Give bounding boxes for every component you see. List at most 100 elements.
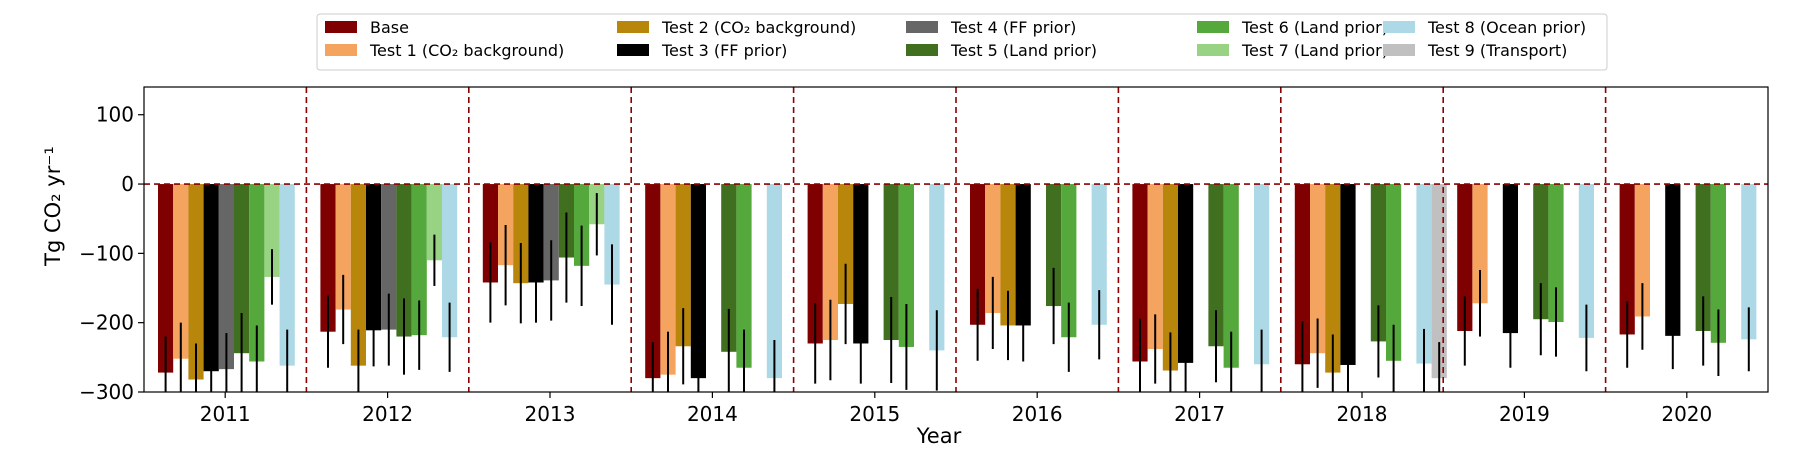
bar-test-7-land-prior-2012 <box>426 184 442 261</box>
legend-swatch <box>1197 21 1229 33</box>
bar-base-2017 <box>1132 184 1148 362</box>
bar-test-2-co-background-2015 <box>838 184 854 304</box>
bar-test-6-land-prior-2015 <box>898 184 914 347</box>
bar-base-2020 <box>1619 184 1635 335</box>
bar-test-3-ff-prior-2013 <box>528 184 544 283</box>
bar-base-2012 <box>320 184 336 332</box>
bar-test-5-land-prior-2017 <box>1208 184 1224 347</box>
y-tick-label-2: −100 <box>79 241 134 265</box>
legend-item-test-7-land-prior: Test 7 (Land prior) <box>1197 41 1388 60</box>
errorbars-base <box>164 242 1629 392</box>
errorbars-test-1-co-background <box>179 224 1644 392</box>
bar-base-2015 <box>807 184 823 344</box>
series-test-1-co-background <box>173 184 1650 375</box>
bar-test-2-co-background-2012 <box>350 184 366 366</box>
bar-test-3-ff-prior-2012 <box>366 184 382 331</box>
bar-test-8-ocean-prior-2012 <box>442 184 458 338</box>
legend-label: Base <box>370 18 409 37</box>
bar-test-1-co-background-2011 <box>173 184 189 359</box>
bar-base-2018 <box>1294 184 1310 365</box>
bar-test-6-land-prior-2018 <box>1386 184 1402 361</box>
series-base <box>158 184 1635 379</box>
bar-test-5-land-prior-2011 <box>234 184 250 354</box>
legend-swatch <box>617 21 649 33</box>
bar-test-7-land-prior-2011 <box>264 184 280 277</box>
bar-base-2013 <box>482 184 498 283</box>
axes-border <box>143 86 1769 393</box>
bar-base-2014 <box>645 184 661 379</box>
legend-label: Test 9 (Transport) <box>1427 41 1567 60</box>
bar-test-3-ff-prior-2019 <box>1502 184 1518 334</box>
axes-frame <box>143 86 1769 393</box>
x-tick-label-2013: 2013 <box>525 402 576 426</box>
legend-item-test-3-ff-prior: Test 3 (FF prior) <box>617 41 787 60</box>
series-test-4-ff-prior <box>218 184 559 370</box>
bar-test-5-land-prior-2014 <box>721 184 737 352</box>
bar-test-5-land-prior-2019 <box>1533 184 1549 320</box>
bar-test-4-ff-prior-2012 <box>381 184 397 330</box>
legend-label: Test 6 (Land prior) <box>1241 18 1388 37</box>
bar-test-6-land-prior-2016 <box>1061 184 1077 338</box>
bar-test-2-co-background-2017 <box>1162 184 1178 371</box>
legend-label: Test 3 (FF prior) <box>661 41 787 60</box>
bar-test-8-ocean-prior-2013 <box>604 184 620 285</box>
legend-swatch <box>325 21 357 33</box>
x-tick-label-2020: 2020 <box>1661 402 1712 426</box>
series-test-3-ff-prior <box>203 184 1681 379</box>
x-tick-label-2012: 2012 <box>362 402 413 426</box>
bar-base-2016 <box>970 184 986 325</box>
bar-test-2-co-background-2011 <box>188 184 204 380</box>
bar-test-1-co-background-2012 <box>335 184 351 310</box>
series-test-2-co-background <box>188 184 1341 380</box>
x-tick-label-2011: 2011 <box>200 402 251 426</box>
legend-swatch <box>1383 21 1415 33</box>
y-axis: −300 −200 −100 0 100 <box>79 103 144 404</box>
legend-item-test-2-co-background: Test 2 (CO₂ background) <box>617 18 856 37</box>
bar-test-6-land-prior-2020 <box>1710 184 1726 343</box>
x-tick-label-2016: 2016 <box>1012 402 1063 426</box>
legend-label: Test 1 (CO₂ background) <box>369 41 564 60</box>
bar-test-3-ff-prior-2020 <box>1665 184 1681 336</box>
y-tick-label-0: −300 <box>79 380 134 404</box>
bar-test-4-ff-prior-2013 <box>543 184 559 281</box>
legend-label: Test 8 (Ocean prior) <box>1427 18 1586 37</box>
series-test-6-land-prior <box>249 184 1726 368</box>
series-test-7-land-prior <box>264 184 605 277</box>
series-test-5-land-prior <box>234 184 1711 354</box>
legend-item-test-8-ocean-prior: Test 8 (Ocean prior) <box>1383 18 1586 37</box>
bar-test-8-ocean-prior-2018 <box>1416 184 1432 364</box>
x-tick-label-2017: 2017 <box>1174 402 1225 426</box>
bar-base-2019 <box>1457 184 1473 331</box>
bar-test-1-co-background-2013 <box>498 184 514 266</box>
legend-label: Test 7 (Land prior) <box>1241 41 1388 60</box>
legend-swatch <box>906 21 938 33</box>
bar-test-1-co-background-2017 <box>1147 184 1163 350</box>
legend-item-test-1-co-background: Test 1 (CO₂ background) <box>325 41 564 60</box>
legend: Base Test 1 (CO₂ background) Test 2 (CO₂ b… <box>316 13 1608 71</box>
bar-test-8-ocean-prior-2020 <box>1741 184 1757 340</box>
bar-test-6-land-prior-2014 <box>736 184 752 368</box>
errorbars-test-6-land-prior <box>255 225 1720 392</box>
y-tick-label-4: 100 <box>96 103 134 127</box>
legend-label: Test 4 (FF prior) <box>950 18 1076 37</box>
legend-swatch <box>1383 44 1415 56</box>
errorbars-test-8-ocean-prior <box>286 244 1750 392</box>
legend-swatch <box>906 44 938 56</box>
bar-test-5-land-prior-2020 <box>1695 184 1711 331</box>
x-tick-label-2015: 2015 <box>849 402 900 426</box>
y-axis-label: Tg CO₂ yr⁻¹ <box>41 146 65 267</box>
bar-test-6-land-prior-2017 <box>1223 184 1239 368</box>
legend-label: Test 5 (Land prior) <box>950 41 1097 60</box>
bar-test-4-ff-prior-2011 <box>218 184 234 370</box>
bar-test-5-land-prior-2015 <box>883 184 899 341</box>
bar-test-6-land-prior-2013 <box>574 184 590 266</box>
legend-item-base: Base <box>325 18 409 37</box>
bar-test-3-ff-prior-2015 <box>853 184 869 344</box>
bar-test-8-ocean-prior-2016 <box>1091 184 1107 325</box>
errorbars-test-2-co-background <box>195 242 1334 392</box>
bar-base-2011 <box>158 184 174 373</box>
bar-test-6-land-prior-2012 <box>411 184 427 336</box>
y-tick-label-3: 0 <box>121 172 134 196</box>
legend-swatch <box>325 44 357 56</box>
